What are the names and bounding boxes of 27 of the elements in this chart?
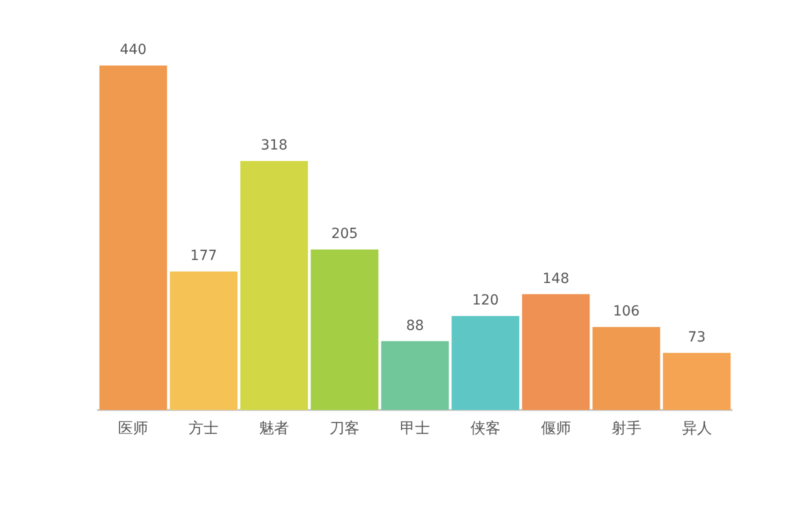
x-tick-label: 方士	[188, 418, 219, 437]
data-label: 120	[472, 292, 499, 309]
x-tick-label: 魅者	[259, 418, 290, 437]
bar	[99, 66, 168, 410]
x-tick-label: 偃师	[540, 418, 571, 437]
data-label: 106	[612, 304, 640, 320]
bar	[381, 341, 449, 410]
data-label: 88	[406, 318, 424, 334]
x-tick-label: 异人	[682, 418, 712, 437]
bar	[662, 352, 731, 410]
data-label: 148	[542, 270, 570, 287]
x-tick-label: 甲士	[400, 418, 430, 437]
x-tick-label: 侠客	[470, 418, 500, 437]
bar	[522, 294, 590, 410]
data-label: 177	[190, 248, 218, 264]
bar	[592, 327, 660, 410]
x-tick-label: 刀客	[330, 418, 360, 437]
x-tick-label: 射手	[611, 418, 642, 437]
data-label: 73	[688, 329, 706, 346]
data-label: 440	[120, 42, 147, 58]
data-label: 205	[331, 226, 358, 242]
bar	[310, 250, 378, 410]
data-label: 318	[260, 138, 288, 154]
bar	[170, 271, 238, 410]
bar	[240, 161, 308, 410]
x-tick-label: 医师	[118, 418, 148, 437]
bar	[452, 316, 520, 410]
